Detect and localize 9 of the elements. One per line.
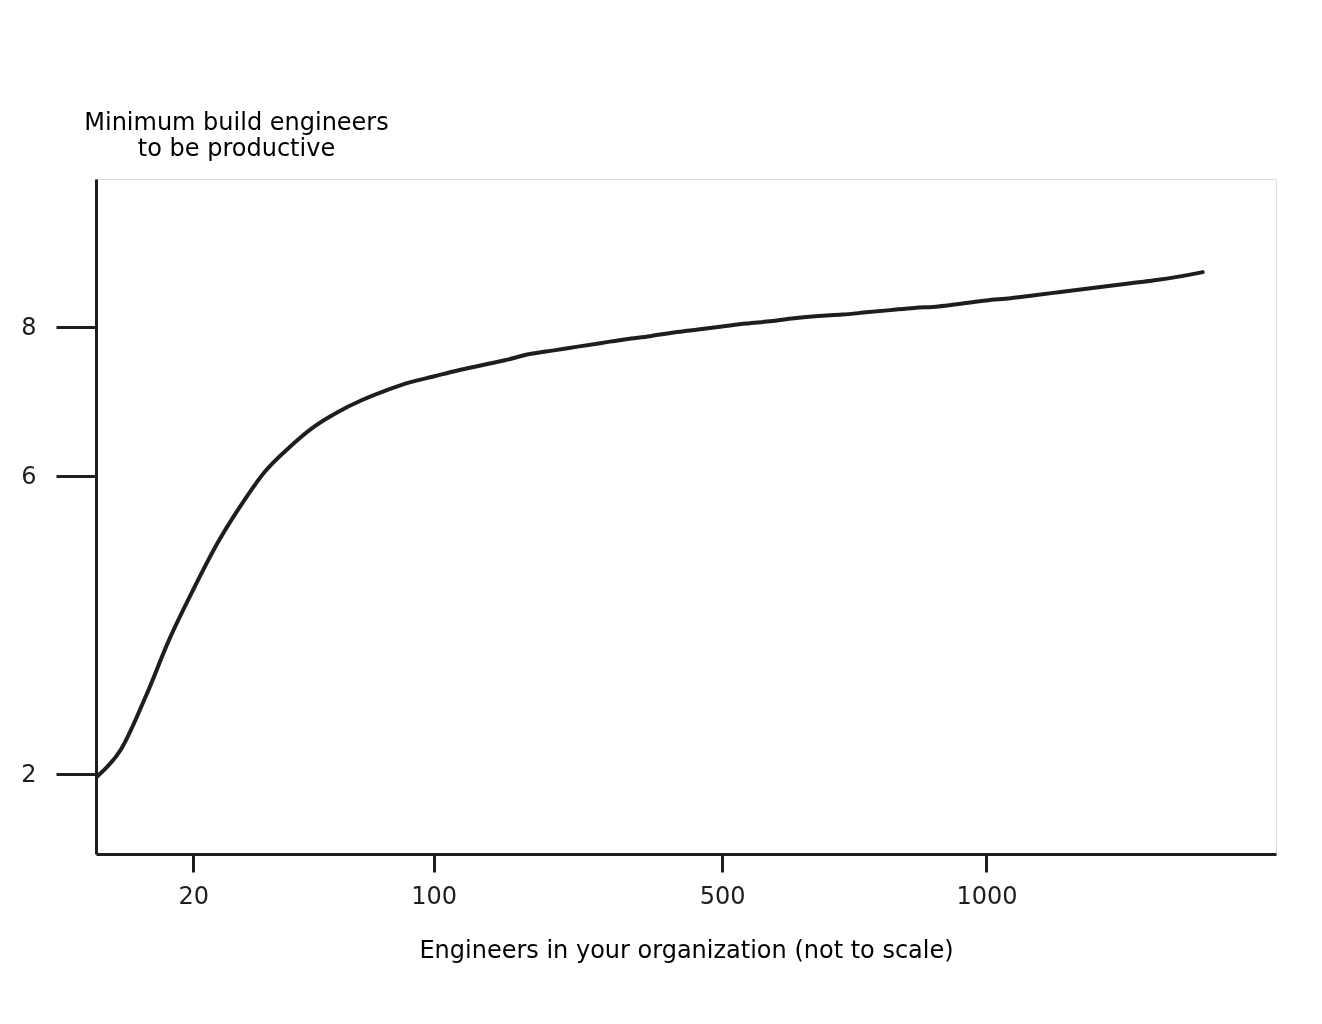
x-axis-title: Engineers in your organization (not to scale)	[419, 935, 954, 964]
y-tick-label: 2	[21, 759, 37, 788]
x-tick-label: 500	[699, 881, 746, 910]
x-tick-label: 1000	[956, 881, 1018, 910]
y-axis-title: Minimum build engineers to be productive	[84, 107, 389, 162]
x-tick-label: 100	[411, 881, 458, 910]
x-tick-label: 20	[178, 881, 210, 910]
y-tick-label: 6	[21, 461, 37, 490]
y-tick-label: 8	[21, 312, 37, 341]
